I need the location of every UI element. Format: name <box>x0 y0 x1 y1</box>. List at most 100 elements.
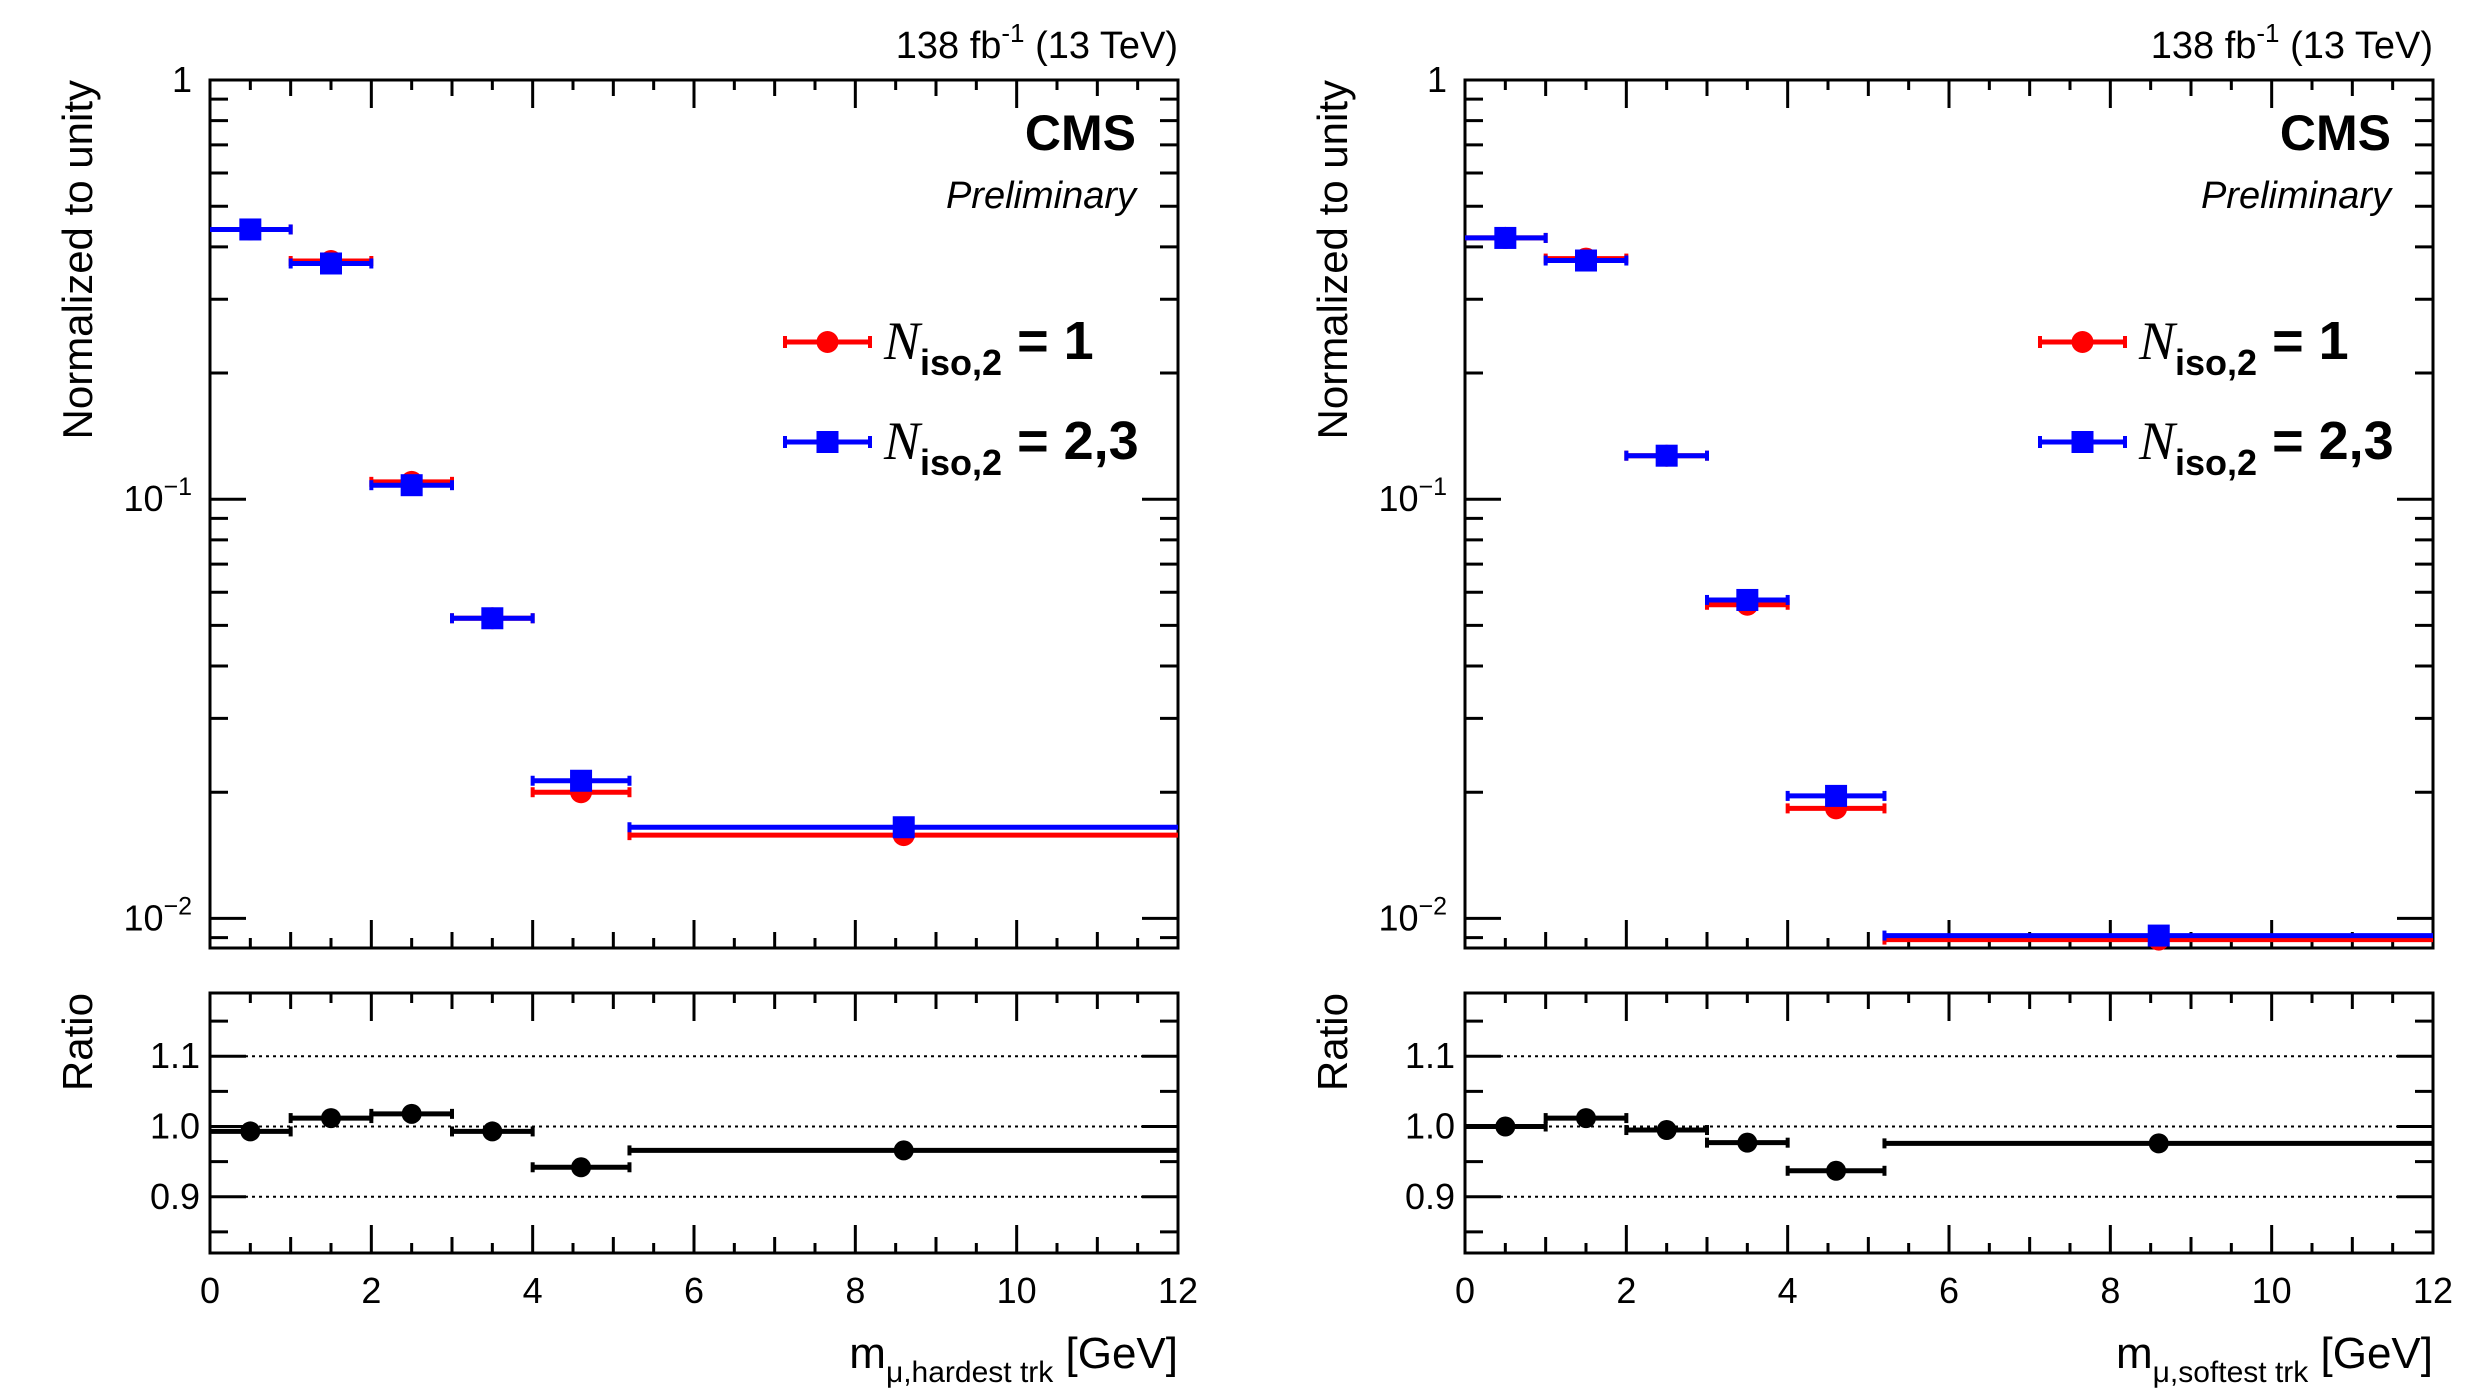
ratio-y-tick-label: 1.1 <box>150 1035 200 1076</box>
legend-entry-n-iso-1: Niso,2 = 1 <box>2038 311 2349 383</box>
y-tick-label-exponent: −2 <box>1418 892 1447 920</box>
x-tick-label: 6 <box>684 1270 704 1311</box>
data-point-square <box>2147 924 2170 947</box>
data-point-square <box>892 816 915 839</box>
data-point-square <box>320 252 342 275</box>
x-axis-label-unit: [GeV] <box>2308 1329 2433 1378</box>
x-axis-label: mμ,hardest trk [GeV] <box>849 1329 1178 1389</box>
y-tick-label: 10−1 <box>1378 473 1447 519</box>
ratio-axis-label: Ratio <box>1309 993 1356 1091</box>
lumi-energy: (13 TeV) <box>1025 25 1178 67</box>
y-axis-label: Normalized to unity <box>54 80 101 439</box>
legend-label: Niso,2 = 2,3 <box>883 411 1139 483</box>
y-tick-label: 1 <box>172 59 192 100</box>
legend-subscript: iso,2 <box>920 342 1002 383</box>
ratio-y-tick-label: 1.0 <box>1405 1106 1455 1147</box>
legend-marker-circle <box>2071 331 2094 353</box>
data-point-square <box>570 769 593 792</box>
ratio-point <box>482 1121 503 1142</box>
status-label: Preliminary <box>2201 175 2393 217</box>
legend-marker-circle <box>816 331 839 353</box>
ratio-plot-frame <box>1463 991 2435 1255</box>
data-point-square <box>1575 249 1597 272</box>
experiment-label: CMS <box>2280 105 2391 161</box>
legend-subscript: iso,2 <box>920 442 1002 483</box>
ratio-point <box>240 1121 261 1142</box>
lumi-exponent: -1 <box>1001 18 1024 48</box>
y-tick-label-exponent: −2 <box>163 892 192 920</box>
x-tick-label: 12 <box>1158 1270 1198 1311</box>
legend-subscript: iso,2 <box>2175 442 2257 483</box>
data-point-square <box>239 218 262 241</box>
series-n-iso-2-3 <box>1465 226 2433 947</box>
legend-label: Niso,2 = 1 <box>2138 311 2349 383</box>
legend-symbol: N <box>883 311 923 371</box>
lumi-label: 138 fb-1 (13 TeV) <box>896 18 1178 67</box>
y-tick-label-base: 10 <box>1378 478 1418 519</box>
data-point-square <box>481 607 504 630</box>
legend-label: Niso,2 = 2,3 <box>2138 411 2394 483</box>
legend-entry-n-iso-1: Niso,2 = 1 <box>783 311 1094 383</box>
x-tick-label: 10 <box>997 1270 1037 1311</box>
data-point-square <box>400 474 423 497</box>
ratio-point <box>571 1157 592 1178</box>
ratio-axis-label: Ratio <box>54 993 101 1091</box>
x-tick-label: 12 <box>2413 1270 2453 1311</box>
x-tick-label: 2 <box>361 1270 381 1311</box>
y-axis-label: Normalized to unity <box>1309 80 1356 439</box>
lumi-value: 138 fb <box>896 25 1002 67</box>
x-tick-label: 4 <box>1778 1270 1798 1311</box>
y-tick-label-base: 10 <box>123 897 163 938</box>
ratio-y-tick-label: 1.0 <box>150 1106 200 1147</box>
ratio-plot-frame <box>208 991 1180 1255</box>
legend-marker-square <box>816 431 839 453</box>
ratio-series <box>210 1103 1178 1178</box>
y-tick-label: 10−1 <box>123 473 192 519</box>
lumi-label: 138 fb-1 (13 TeV) <box>2151 18 2433 67</box>
ratio-point <box>1495 1116 1516 1137</box>
legend-symbol: N <box>883 411 923 471</box>
data-point-square <box>1736 588 1759 611</box>
ratio-point <box>401 1103 422 1124</box>
legend-value: = 1 <box>2257 311 2349 371</box>
legend-label: Niso,2 = 1 <box>883 311 1094 383</box>
legend-marker-square <box>2071 431 2094 453</box>
y-tick-label: 10−2 <box>1378 892 1447 938</box>
ratio-y-tick-label: 0.9 <box>150 1176 200 1217</box>
ratio-y-tick-label: 1.1 <box>1405 1035 1455 1076</box>
ratio-point <box>1826 1160 1847 1181</box>
y-tick-label-base: 10 <box>1378 897 1418 938</box>
legend-symbol: N <box>2138 311 2178 371</box>
x-tick-label: 0 <box>1455 1270 1475 1311</box>
y-tick-label-base: 10 <box>123 478 163 519</box>
x-axis-label: mμ,softest trk [GeV] <box>2116 1329 2433 1389</box>
series-n-iso-2-3 <box>210 218 1178 839</box>
x-axis-label-subscript: μ,hardest trk <box>886 1356 1054 1389</box>
legend-value: = 2,3 <box>2257 411 2394 471</box>
x-tick-label: 8 <box>2100 1270 2120 1311</box>
x-tick-label: 10 <box>2252 1270 2292 1311</box>
y-tick-label: 10−2 <box>123 892 192 938</box>
x-axis-label-symbol: m <box>2116 1329 2153 1378</box>
data-point-square <box>1494 226 1517 249</box>
y-tick-label-base: 1 <box>172 59 192 100</box>
legend-value: = 2,3 <box>1002 411 1139 471</box>
lumi-exponent: -1 <box>2256 18 2279 48</box>
x-tick-label: 2 <box>1616 1270 1636 1311</box>
legend-entry-n-iso-2-3: Niso,2 = 2,3 <box>783 411 1139 483</box>
x-tick-label: 4 <box>523 1270 543 1311</box>
data-point-square <box>1655 444 1678 467</box>
x-axis-label-unit: [GeV] <box>1053 1329 1178 1378</box>
y-tick-label: 1 <box>1427 59 1447 100</box>
x-tick-label: 8 <box>845 1270 865 1311</box>
y-tick-label-exponent: −1 <box>163 473 192 501</box>
ratio-point <box>893 1140 914 1161</box>
experiment-label: CMS <box>1025 105 1136 161</box>
lumi-energy: (13 TeV) <box>2280 25 2433 67</box>
legend-value: = 1 <box>1002 311 1094 371</box>
lumi-value: 138 fb <box>2151 25 2257 67</box>
x-axis-label-subscript: μ,softest trk <box>2153 1356 2310 1389</box>
x-tick-label: 6 <box>1939 1270 1959 1311</box>
